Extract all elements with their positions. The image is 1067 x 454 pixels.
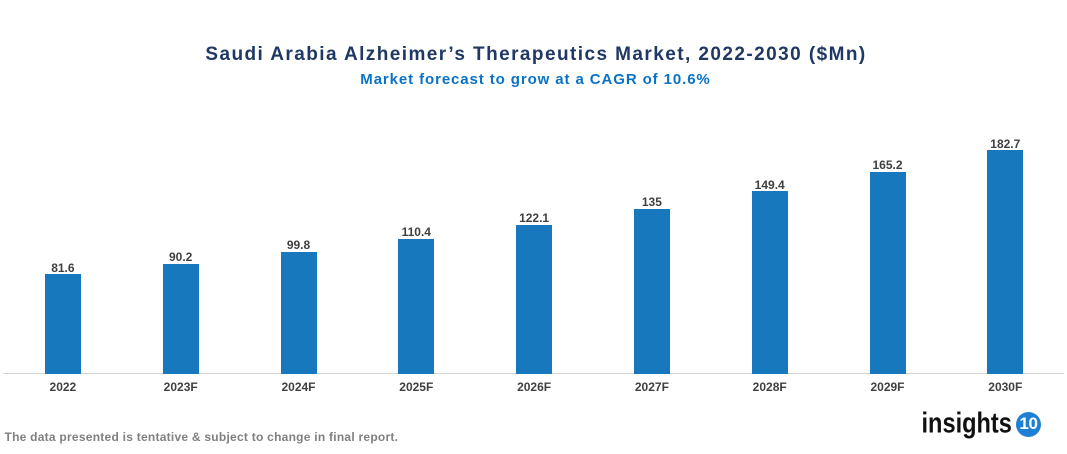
svg-text:insights: insights <box>922 407 1012 439</box>
